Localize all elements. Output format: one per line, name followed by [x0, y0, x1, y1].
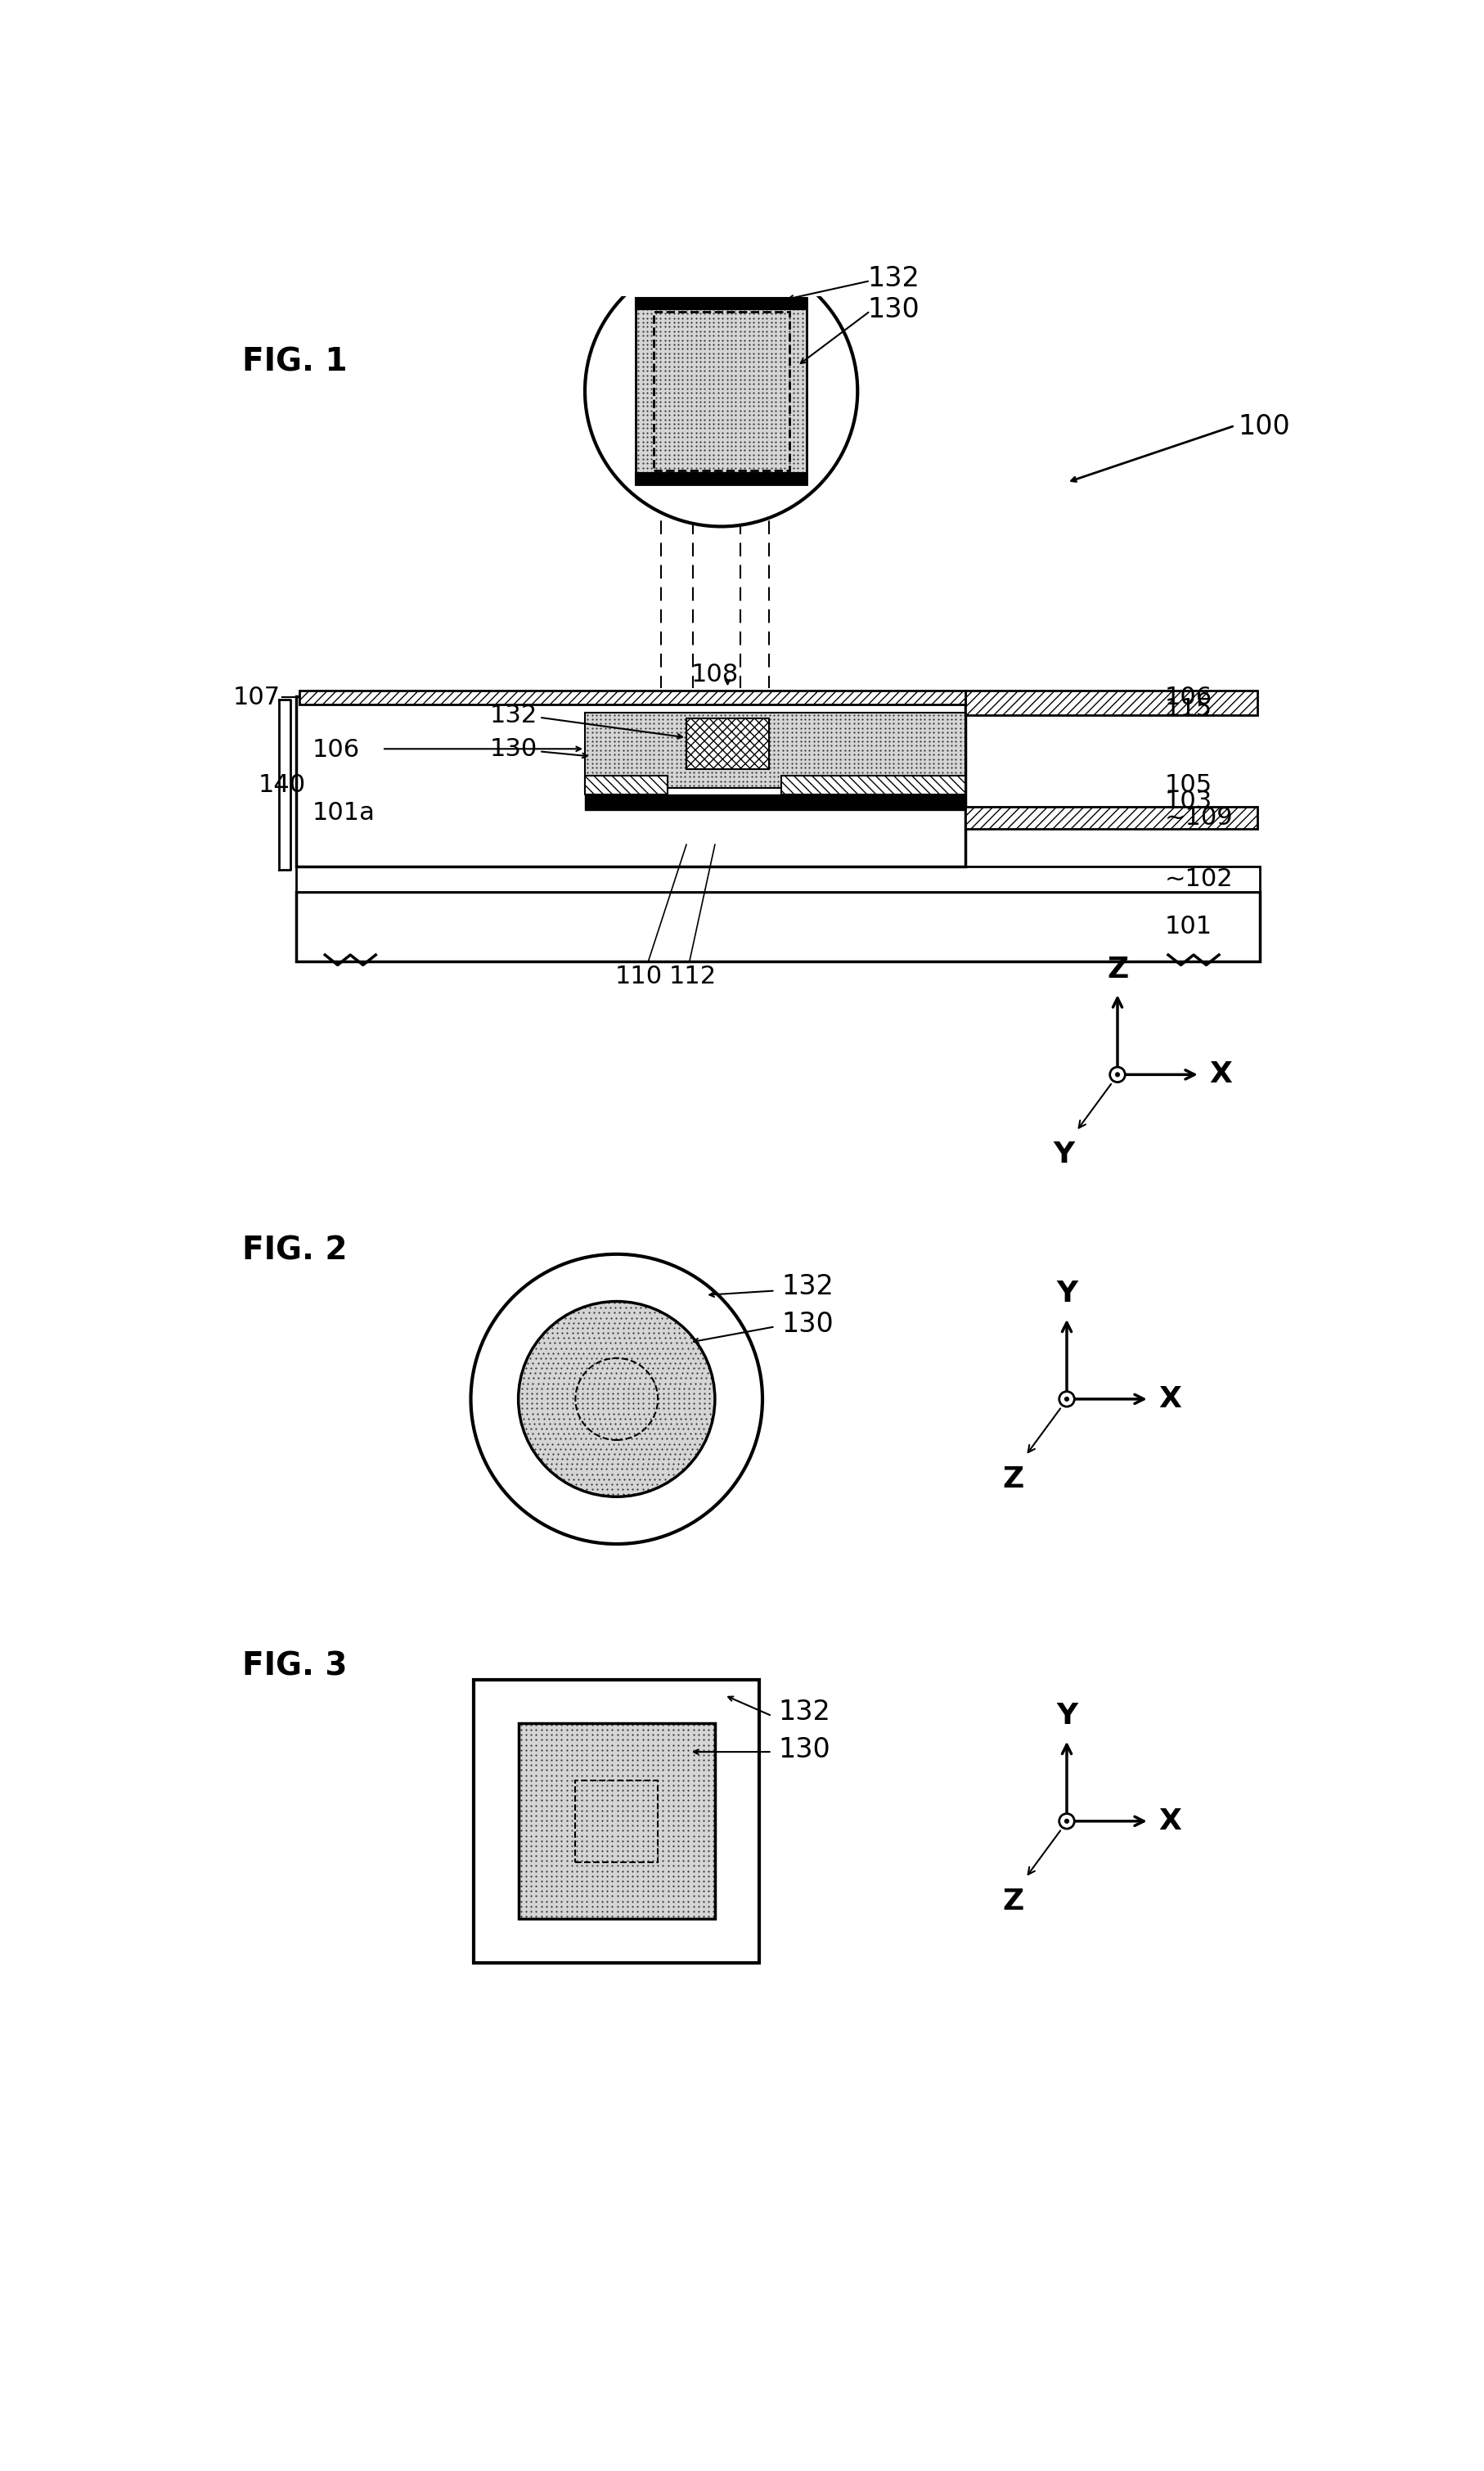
Circle shape	[470, 1255, 763, 1544]
Text: 110: 110	[614, 964, 662, 988]
Bar	[635, 472, 807, 484]
Text: Z: Z	[1002, 1888, 1024, 1915]
Text: Y: Y	[1057, 1703, 1077, 1730]
Text: X: X	[1159, 1806, 1181, 1836]
Text: 132: 132	[867, 264, 919, 292]
Bar	[585, 793, 965, 810]
Text: Z: Z	[1002, 1465, 1024, 1492]
Bar	[635, 299, 807, 309]
Text: ~109: ~109	[1165, 806, 1233, 830]
Bar	[297, 867, 1260, 892]
Circle shape	[1060, 1814, 1074, 1829]
Bar	[585, 712, 965, 788]
Bar	[518, 1725, 715, 1920]
Text: 130: 130	[778, 1737, 831, 1764]
Circle shape	[518, 1302, 715, 1497]
Text: FIG. 1: FIG. 1	[242, 346, 347, 378]
Bar	[297, 892, 1260, 961]
Bar	[297, 697, 965, 867]
Circle shape	[1064, 1819, 1070, 1824]
Text: 101: 101	[1165, 914, 1212, 939]
Text: 132: 132	[782, 1273, 834, 1300]
Circle shape	[1060, 1391, 1074, 1406]
Text: FIG. 3: FIG. 3	[242, 1651, 347, 1683]
Text: Z: Z	[1107, 956, 1128, 983]
Text: 112: 112	[669, 964, 717, 988]
Text: 107: 107	[233, 684, 280, 709]
Text: ~102: ~102	[1165, 867, 1233, 892]
Bar	[635, 299, 807, 484]
Circle shape	[1064, 1396, 1070, 1401]
Text: 132: 132	[778, 1698, 831, 1725]
Circle shape	[1114, 1072, 1120, 1077]
Bar	[965, 689, 1257, 717]
Text: 106: 106	[1165, 687, 1212, 709]
Text: Y: Y	[1054, 1142, 1074, 1169]
Text: 105: 105	[1165, 773, 1212, 796]
Circle shape	[1110, 1067, 1125, 1082]
Bar	[585, 776, 668, 793]
Bar	[300, 689, 965, 704]
Text: 130: 130	[867, 297, 919, 324]
Bar	[965, 808, 1257, 828]
Text: 106: 106	[312, 739, 359, 761]
Bar	[782, 776, 965, 793]
Text: 108: 108	[692, 662, 739, 687]
Text: 100: 100	[1238, 413, 1290, 440]
Text: X: X	[1159, 1386, 1181, 1413]
Text: 115: 115	[1165, 697, 1212, 722]
Text: 130: 130	[490, 736, 537, 761]
Text: Y: Y	[1057, 1280, 1077, 1307]
Text: 132: 132	[490, 704, 537, 726]
Text: 130: 130	[782, 1310, 834, 1337]
Text: FIG. 2: FIG. 2	[242, 1236, 347, 1265]
Bar	[653, 311, 789, 469]
Ellipse shape	[585, 255, 858, 526]
Bar	[576, 1779, 657, 1863]
Text: X: X	[1209, 1060, 1232, 1090]
Text: 103: 103	[1165, 791, 1212, 813]
Text: 140: 140	[258, 773, 306, 796]
Text: 101a: 101a	[312, 801, 375, 825]
Bar	[687, 719, 769, 768]
Bar	[473, 1680, 760, 1962]
